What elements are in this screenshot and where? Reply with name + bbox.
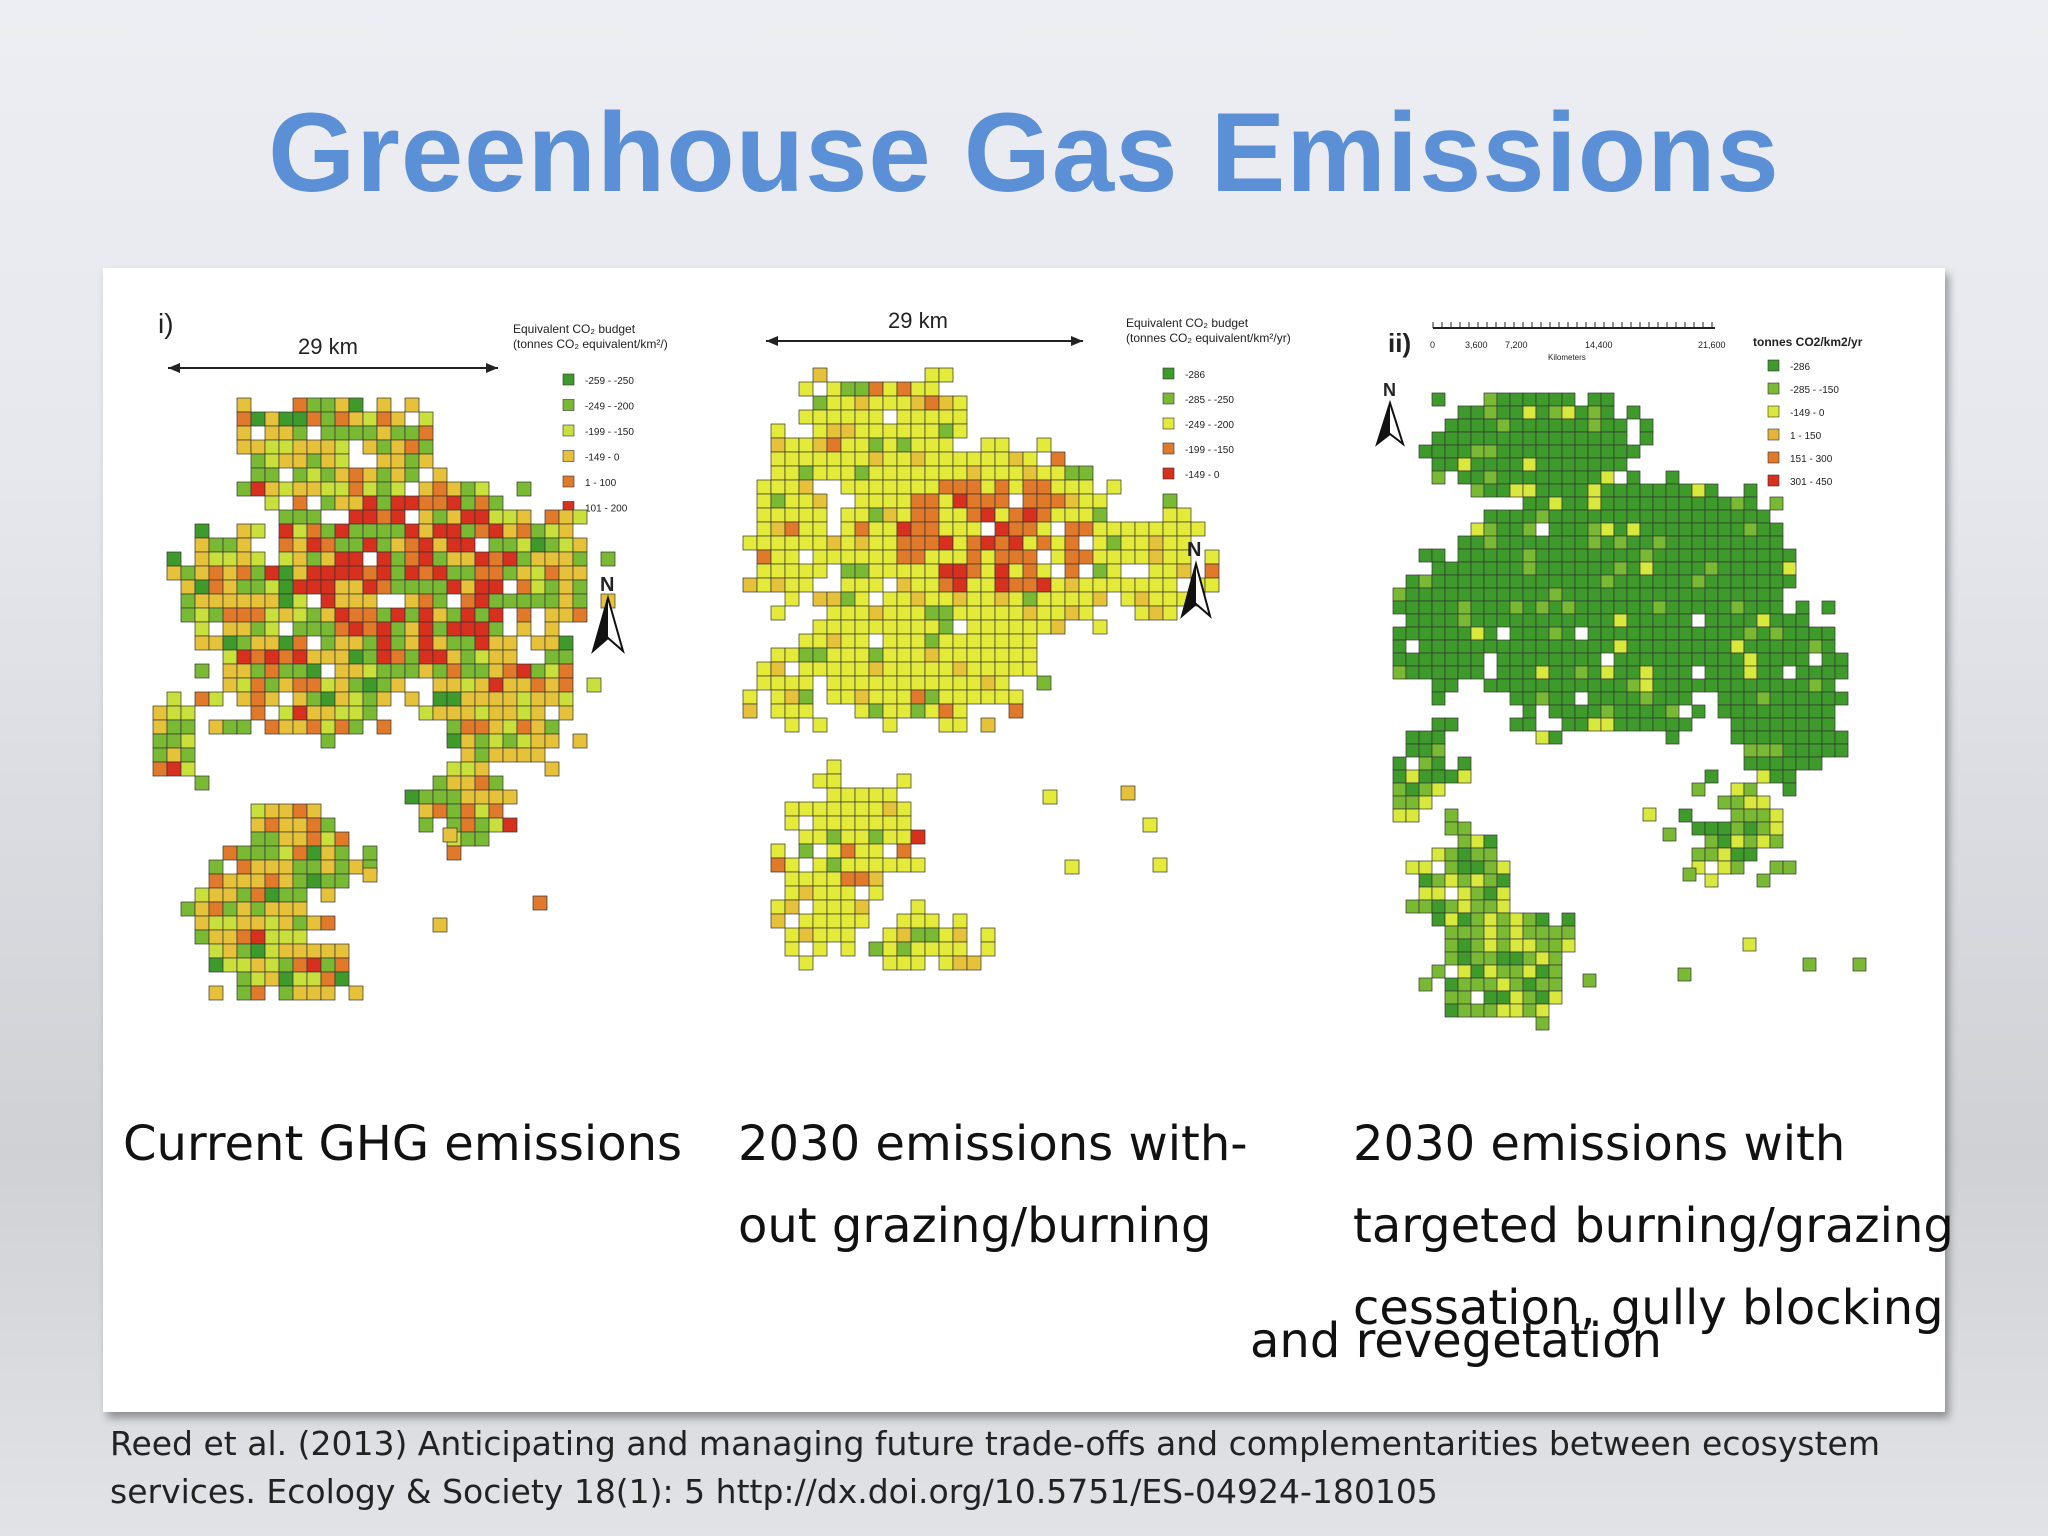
legend-swatch: [1162, 442, 1175, 455]
map-2-scale-label: 29 km: [888, 308, 948, 333]
caption-line: and revegetation: [1250, 1313, 1662, 1369]
map-1-legend-title: Equivalent CO₂ budget: [513, 322, 636, 336]
map-3-scale-tick: 0: [1430, 340, 1435, 350]
map-2-legend-subtitle: (tonnes CO₂ equivalent/km²/yr): [1126, 331, 1291, 345]
map-2-north-label: N: [1187, 539, 1201, 561]
legend-label: -285 - -150: [1790, 385, 1839, 396]
map-1-grid: [152, 397, 616, 1001]
legend-label: -286: [1185, 370, 1205, 381]
map-3-scale-tick: 21,600: [1698, 340, 1726, 350]
legend-swatch: [1162, 392, 1175, 405]
legend-swatch: [1162, 367, 1175, 380]
map-1-scale-label: 29 km: [298, 334, 358, 359]
caption-line: 2030 emissions with-: [738, 1116, 1248, 1172]
map-1-legend-subtitle: (tonnes CO₂ equivalent/km²/): [513, 337, 668, 351]
legend-label: 301 - 450: [1790, 477, 1833, 488]
map-3-scale-tick: 14,400: [1585, 340, 1613, 350]
legend-label: -249 - -200: [1185, 420, 1234, 431]
caption-line: Current GHG emissions: [123, 1116, 683, 1172]
legend-swatch: [562, 373, 575, 386]
map-2-legend: -286 -285 - -250 -249 - -200 -199 - -150 -14…: [1162, 367, 1234, 481]
legend-swatch: [1767, 428, 1780, 441]
map-3-scale-bar: 0 3,600 7,200 14,400 21,600 Kilometers: [1430, 322, 1726, 362]
legend-label: 1 - 100: [585, 478, 617, 489]
map-3-panel-label: ii): [1388, 328, 1411, 358]
figure-panel: i) 29 km Equivalent CO₂ budget (tonnes C…: [103, 268, 1954, 1412]
legend-label: -149 - 0: [1790, 408, 1825, 419]
legend-swatch: [1162, 417, 1175, 430]
citation-line-1: Reed et al. (2013) Anticipating and mana…: [110, 1424, 1880, 1463]
legend-swatch: [1767, 382, 1780, 395]
legend-label: 1 - 150: [1790, 431, 1822, 442]
legend-label: 101 - 200: [585, 504, 628, 515]
map-current: i) 29 km Equivalent CO₂ budget (tonnes C…: [152, 308, 668, 1001]
map-3-scale-unit: Kilometers: [1548, 353, 1586, 362]
citation-line-2: services. Ecology & Society 18(1): 5 htt…: [110, 1472, 1438, 1511]
caption-targeted: 2030 emissions with targeted burning/gra…: [1353, 1103, 1954, 1349]
legend-label: -285 - -250: [1185, 395, 1234, 406]
map-2-grid: [742, 367, 1220, 971]
map-3-scale-tick: 3,600: [1465, 340, 1488, 350]
map-1-legend: -259 - -250 -249 - -200 -199 - -150 -149 - …: [562, 373, 634, 515]
legend-swatch: [562, 424, 575, 437]
legend-swatch: [562, 475, 575, 488]
legend-label: 151 - 300: [1790, 454, 1833, 465]
legend-swatch: [1767, 405, 1780, 418]
caption-line: targeted burning/grazing: [1353, 1198, 1954, 1254]
map-1-north-label: N: [600, 574, 614, 596]
map-targeted-management: ii) 0 3,600 7,200 14,400 21,600 Kilomete…: [1375, 322, 1867, 1031]
map-3-scale-tick: 7,200: [1505, 340, 1528, 350]
slide-title: Greenhouse Gas Emissions: [268, 90, 1780, 215]
map-1-panel-label: i): [158, 308, 174, 339]
legend-swatch: [1767, 451, 1780, 464]
map-3-legend-title: tonnes CO2/km2/yr: [1753, 335, 1863, 349]
citation: Reed et al. (2013) Anticipating and mana…: [110, 1420, 1910, 1516]
legend-label: -199 - -150: [585, 427, 634, 438]
map-1-north-arrow: N: [591, 574, 625, 654]
maps-figure: i) 29 km Equivalent CO₂ budget (tonnes C…: [152, 308, 1867, 1031]
map-without-grazing: 29 km Equivalent CO₂ budget (tonnes CO₂ …: [742, 308, 1291, 971]
map-2-north-arrow: N: [1180, 539, 1212, 619]
map-2-legend-title: Equivalent CO₂ budget: [1126, 316, 1249, 330]
legend-swatch: [562, 399, 575, 411]
caption-without-grazing: 2030 emissions with- out grazing/burning: [738, 1103, 1248, 1267]
legend-label: -199 - -150: [1185, 445, 1234, 456]
map-3-north-label: N: [1383, 380, 1396, 400]
legend-label: -286: [1790, 362, 1810, 373]
map-3-north-arrow: N: [1375, 380, 1405, 447]
legend-swatch: [562, 450, 575, 462]
map-1-scale-arrow: [168, 363, 498, 373]
caption-current: Current GHG emissions: [123, 1103, 682, 1185]
legend-label: -149 - 0: [585, 453, 620, 464]
caption-targeted-last: and revegetation: [1250, 1311, 1662, 1371]
caption-line: out grazing/burning: [738, 1198, 1212, 1254]
map-3-legend: -286 -285 - -150 -149 - 0 1 - 150 151 - 300 3…: [1767, 359, 1839, 488]
legend-label: -259 - -250: [585, 376, 634, 387]
map-2-scale-arrow: [766, 336, 1083, 346]
caption-line: cessation, gully blocking: [1353, 1280, 1944, 1336]
legend-swatch: [1767, 474, 1780, 487]
legend-label: -149 - 0: [1185, 470, 1220, 481]
legend-swatch: [1767, 359, 1780, 372]
caption-line: 2030 emissions with: [1353, 1116, 1846, 1172]
legend-label: -249 - -200: [585, 402, 634, 413]
map-3-grid: [1392, 392, 1867, 1031]
legend-swatch: [1162, 467, 1175, 480]
